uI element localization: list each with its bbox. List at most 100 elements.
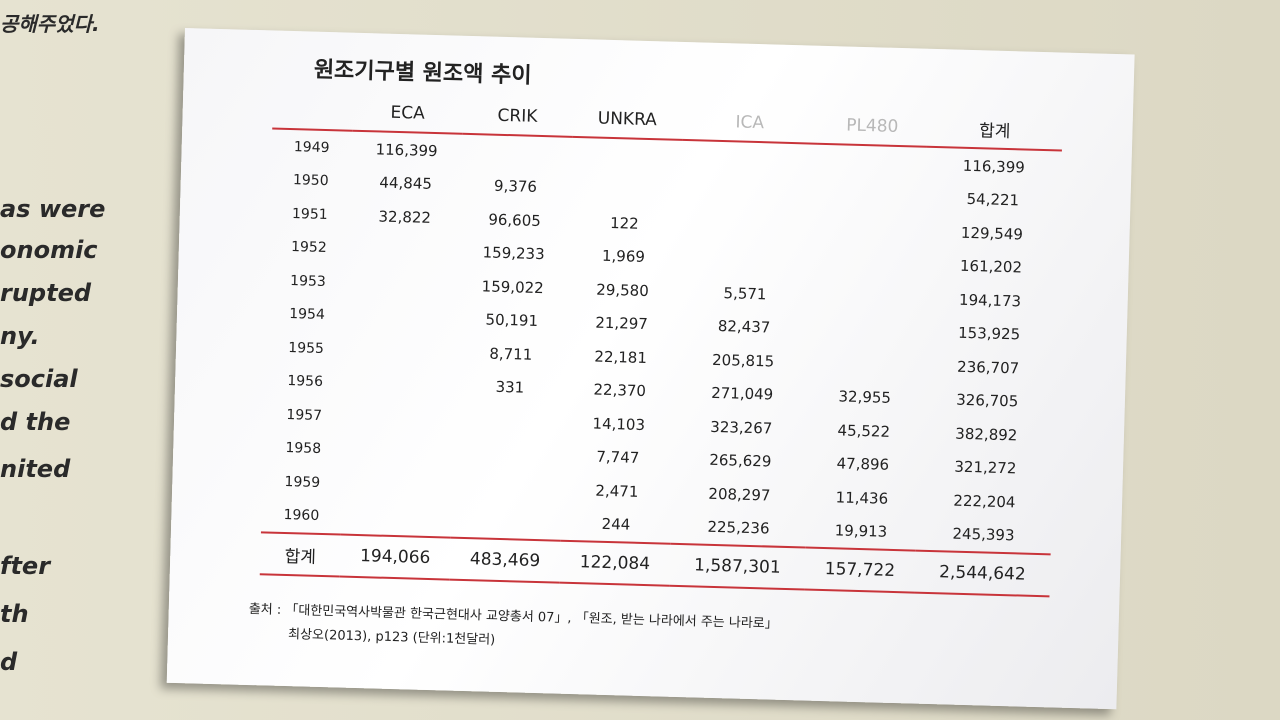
year-cell: 1950: [292, 172, 329, 190]
aid-table: ECA CRIK UNKRA ICA PL480 합계 1949 116,399 116,39…: [259, 92, 1063, 597]
total-cell: 2,544,642: [914, 550, 1051, 597]
value-cell: 50,191: [485, 310, 539, 331]
value-cell: 194,173: [958, 290, 1022, 311]
value-cell: 205,815: [711, 350, 775, 371]
value-cell: 9,376: [493, 176, 538, 197]
value-cell: 153,925: [957, 323, 1021, 344]
value-cell: [570, 171, 681, 208]
value-cell: [812, 279, 923, 316]
value-cell: 22,370: [593, 380, 647, 401]
value-cell: [678, 241, 814, 278]
value-cell: 116,399: [962, 156, 1026, 177]
value-cell: 21,297: [595, 313, 649, 334]
value-cell: 11,436: [835, 488, 889, 508]
value-cell: [342, 467, 453, 504]
value-cell: [454, 403, 565, 440]
value-cell: [816, 144, 927, 182]
year-cell: 1958: [285, 440, 322, 458]
value-cell: [348, 232, 459, 269]
total-cell: 483,469: [449, 537, 561, 583]
source-note: 출처 : 「대한민국역사박물관 한국근현대사 교양총서 07」, 「원조, 받는…: [248, 598, 778, 661]
value-cell: 208,297: [708, 484, 771, 505]
column-header: PL480: [816, 107, 928, 147]
value-cell: [341, 500, 452, 538]
column-header: ICA: [681, 103, 818, 144]
year-cell: 1959: [284, 473, 321, 491]
wall-line: d: [0, 648, 18, 676]
year-cell: 1953: [289, 272, 327, 290]
value-cell: 265,629: [709, 451, 772, 471]
wall-line: 공해주었다.: [0, 12, 100, 36]
value-cell: 54,221: [966, 190, 1020, 210]
table-body: 1949 116,399 116,399 1950 44,845 9,376 54,221 1…: [259, 128, 1062, 597]
year-cell: 1957: [286, 406, 323, 424]
value-cell: 382,892: [955, 424, 1018, 445]
year-cell: 1960: [283, 507, 320, 525]
value-cell: 331: [495, 378, 525, 397]
value-cell: [813, 245, 924, 282]
wall-line: fter: [0, 552, 51, 580]
value-cell: 245,393: [952, 524, 1015, 545]
value-cell: 29,580: [596, 280, 650, 300]
value-cell: 321,272: [954, 457, 1017, 478]
value-cell: 326,705: [956, 390, 1019, 411]
value-cell: [347, 299, 458, 336]
value-cell: 8,711: [489, 344, 533, 364]
value-cell: [815, 178, 926, 215]
value-cell: 5,571: [723, 283, 767, 304]
wall-line: onomic: [0, 236, 98, 264]
wall-line: as were: [0, 195, 106, 223]
value-cell: 225,236: [707, 518, 770, 538]
value-cell: 44,845: [379, 173, 433, 194]
year-cell: 1951: [291, 205, 328, 223]
wall-line: ny.: [0, 322, 40, 350]
wall-line: d the: [0, 408, 71, 436]
value-cell: [811, 312, 922, 349]
value-cell: [681, 140, 817, 178]
total-label: 합계: [259, 532, 341, 577]
wall-line: nited: [0, 455, 71, 483]
value-cell: 47,896: [836, 454, 890, 475]
value-cell: 244: [601, 515, 631, 534]
value-cell: [571, 137, 682, 175]
value-cell: [346, 333, 457, 370]
value-cell: 82,437: [717, 317, 771, 337]
total-cell: 157,722: [804, 547, 916, 593]
value-cell: 159,233: [482, 243, 545, 264]
column-header: UNKRA: [571, 100, 683, 140]
year-cell: 1954: [288, 306, 326, 324]
value-cell: 32,955: [838, 387, 892, 408]
info-board: 원조기구별 원조액 추이 ECA CRIK UNKRA ICA PL480 합계 1949…: [166, 28, 1135, 710]
value-cell: [347, 266, 458, 303]
value-cell: 19,913: [834, 521, 888, 542]
value-cell: 14,103: [592, 414, 646, 434]
year-cell: 1955: [288, 339, 325, 357]
year-cell: 1956: [287, 373, 324, 391]
total-cell: 194,066: [339, 534, 451, 580]
value-cell: [453, 436, 564, 473]
column-header: 합계: [926, 110, 1063, 151]
value-cell: [810, 346, 921, 383]
value-cell: [345, 366, 456, 403]
value-cell: 122: [609, 213, 639, 233]
year-cell: 1949: [293, 138, 330, 156]
value-cell: 116,399: [375, 140, 438, 160]
value-cell: 32,822: [378, 207, 432, 227]
value-cell: 323,267: [710, 417, 773, 438]
value-cell: 129,549: [960, 223, 1024, 244]
value-cell: 96,605: [488, 210, 542, 230]
wall-line: th: [0, 600, 29, 628]
value-cell: 271,049: [710, 384, 774, 404]
wall-line: rupted: [0, 279, 92, 307]
value-cell: 161,202: [959, 256, 1023, 277]
value-cell: 236,707: [956, 357, 1020, 378]
total-cell: 1,587,301: [669, 543, 806, 590]
value-cell: 7,747: [596, 447, 640, 468]
value-cell: 22,181: [594, 347, 648, 367]
column-header: ECA: [352, 94, 464, 134]
wall-line: social: [0, 365, 78, 393]
value-cell: [344, 400, 455, 437]
value-cell: 159,022: [481, 277, 544, 297]
value-cell: [814, 212, 925, 249]
